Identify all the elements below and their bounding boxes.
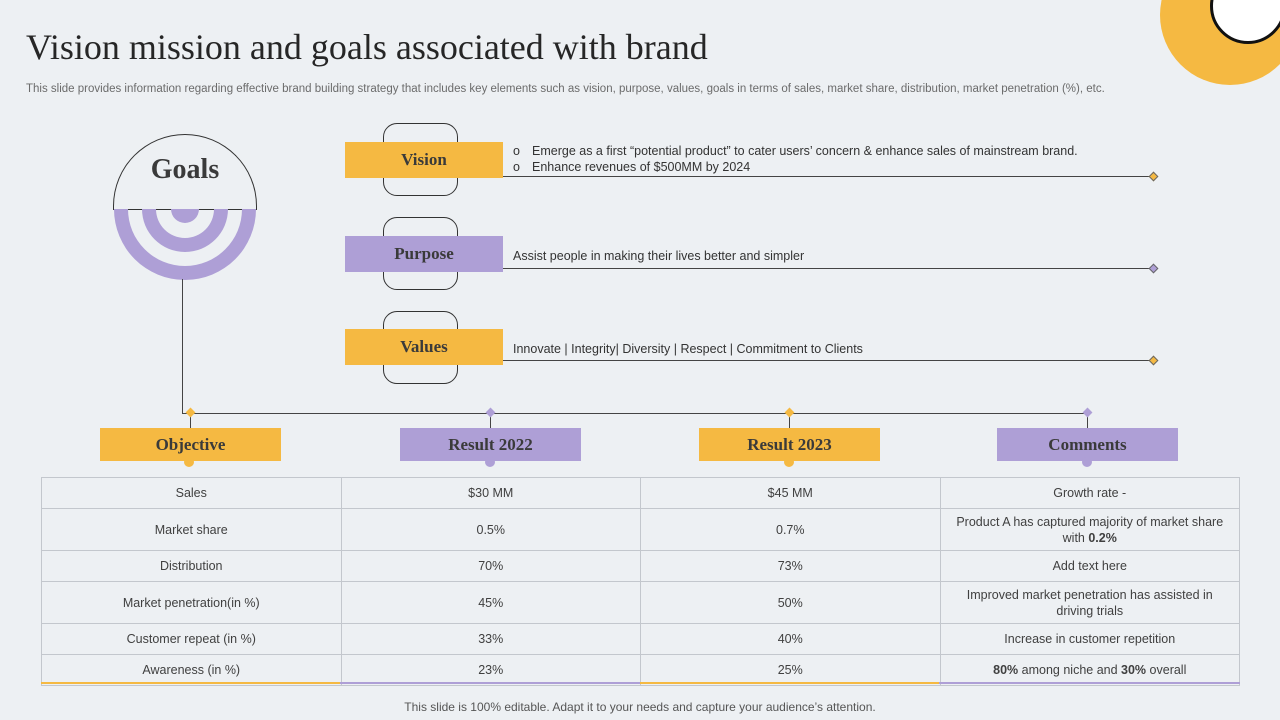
cell-result-2022: 33% [340,623,641,655]
cell-result-2023: 73% [640,550,941,582]
header-diamond-marker [1082,407,1093,418]
cell-comment: Improved market penetration has assisted… [939,581,1240,624]
cell-objective: Awareness (in %) [41,654,342,686]
connector-vertical [182,279,183,413]
page-subtitle: This slide provides information regardin… [26,83,1105,95]
cell-objective: Customer repeat (in %) [41,623,342,655]
column-accent-bar [340,682,640,684]
header-connector [190,413,191,428]
cell-comment: 80% among niche and 30% overall [939,654,1240,686]
page-title: Vision mission and goals associated with… [26,27,708,67]
header-diamond-marker [485,407,496,418]
cell-result-2023: $45 MM [640,477,941,509]
cell-comment: Add text here [939,550,1240,582]
cell-objective: Market penetration(in %) [41,581,342,624]
header-dot [1082,457,1092,467]
header-connector [490,413,491,428]
table-row: Distribution 70% 73% Add text here [41,550,1240,582]
cell-comment: Growth rate - [939,477,1240,509]
vision-bullet-2-text: Enhance revenues of $500MM by 2024 [532,160,751,174]
cell-result-2022: 23% [340,654,641,686]
vision-tab: Vision [345,142,503,178]
table-row: Customer repeat (in %) 33% 40% Increase … [41,623,1240,655]
header-result-2022: Result 2022 [400,428,581,461]
purpose-text: Assist people in making their lives bett… [513,249,805,263]
vision-bullet-1: o Emerge as a first “potential product” t… [513,144,1078,158]
connector-horizontal [182,413,1088,414]
comment-bold-value: 80% [993,663,1019,677]
header-dot [485,457,495,467]
table-row: Sales $30 MM $45 MM Growth rate - [41,477,1240,509]
values-line [503,360,1153,361]
table-row: Awareness (in %) 23% 25% 80% among niche… [41,654,1240,686]
bullet-marker: o [513,144,520,158]
goals-label: Goals [150,154,220,185]
comment-text: among niche and [1018,663,1122,677]
vision-diamond-marker [1148,171,1159,182]
column-accent-bar [939,682,1240,684]
cell-objective: Distribution [41,550,342,582]
comment-bold-value: 0.2% [1088,530,1117,545]
purpose-line [503,268,1153,269]
table-row: Market share 0.5% 0.7% Product A has cap… [41,508,1240,551]
purpose-diamond-marker [1148,263,1159,274]
target-icon [114,209,256,280]
vision-label: Vision [401,150,447,169]
vision-bullet-1-text: Emerge as a first “potential product” to… [532,144,1078,158]
column-accent-bar [41,682,340,684]
cell-result-2022: 0.5% [340,508,641,551]
cell-comment: Increase in customer repetition [939,623,1240,655]
header-dot [184,457,194,467]
cell-result-2022: 70% [340,550,641,582]
values-diamond-marker [1148,355,1159,366]
cell-result-2022: 45% [340,581,641,624]
cell-result-2023: 25% [640,654,941,686]
values-text: Innovate | Integrity| Diversity | Respec… [513,342,863,356]
cell-result-2023: 0.7% [640,508,941,551]
purpose-label: Purpose [394,244,454,263]
comment-text: overall [1146,663,1187,677]
cell-result-2023: 40% [640,623,941,655]
vision-line [503,176,1153,177]
header-diamond-marker [784,407,795,418]
cell-result-2022: $30 MM [340,477,641,509]
vision-bullet-2: o Enhance revenues of $500MM by 2024 [513,160,750,174]
comment-text: Product A has captured majority of marke… [956,514,1224,545]
table-row: Market penetration(in %) 45% 50% Improve… [41,581,1240,624]
column-accent-bar [640,682,939,684]
header-connector [1087,413,1088,428]
values-label: Values [400,337,448,356]
cell-result-2023: 50% [640,581,941,624]
purpose-tab: Purpose [345,236,503,272]
header-connector [789,413,790,428]
cell-objective: Market share [41,508,342,551]
footer-note: This slide is 100% editable. Adapt it to… [404,700,876,714]
header-objective: Objective [100,428,281,461]
cell-objective: Sales [41,477,342,509]
bullet-marker: o [513,160,520,174]
cell-comment: Product A has captured majority of marke… [939,508,1240,551]
header-result-2023: Result 2023 [699,428,880,461]
values-tab: Values [345,329,503,365]
header-comments: Comments [997,428,1178,461]
results-table: Sales $30 MM $45 MM Growth rate - Market… [41,477,1240,686]
header-dot [784,457,794,467]
header-diamond-marker [185,407,196,418]
comment-bold-value: 30% [1121,663,1147,677]
